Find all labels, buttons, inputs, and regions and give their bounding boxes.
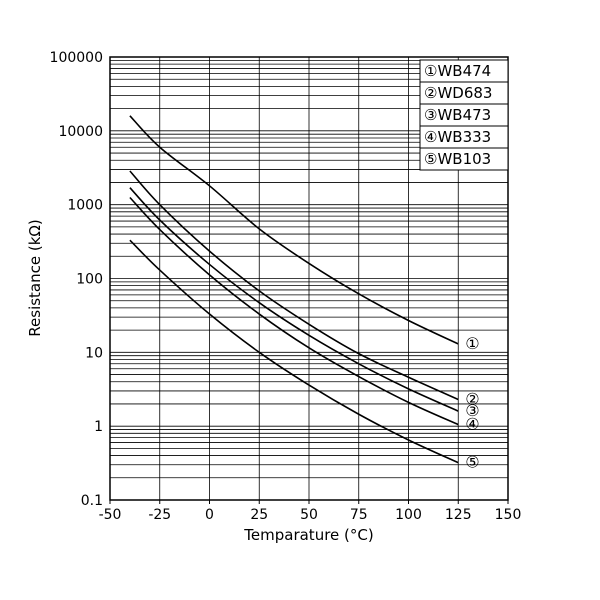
legend: ①WB474 ②WD683 ③WB473 ④WB333 ⑤WB103	[419, 59, 509, 171]
x-tick-label: 75	[350, 507, 368, 523]
y-tick-label: 100	[76, 272, 103, 288]
legend-item-WD683: ②WD683	[424, 84, 492, 102]
series-line-WB333	[129, 196, 459, 426]
legend-item-WB333: ④WB333	[424, 128, 491, 146]
series-line-WB473	[129, 187, 459, 412]
series-end-label-WB474: ①	[465, 334, 479, 353]
series-end-label-WD683: ②	[465, 389, 479, 408]
y-tick-label: 100000	[50, 50, 103, 66]
x-tick-label: 50	[300, 507, 318, 523]
series-end-label-WB473: ③	[465, 401, 479, 420]
x-tick-label: -50	[99, 507, 122, 523]
y-tick-label: 10	[85, 345, 103, 361]
series-line-WB103	[129, 239, 459, 464]
y-tick-label: 10000	[58, 124, 103, 140]
legend-box	[419, 59, 509, 171]
y-axis-title: Resistance (kΩ)	[26, 219, 44, 336]
x-tick-label: 100	[395, 507, 422, 523]
y-tick-label: 0.1	[81, 493, 103, 509]
curves: ① ②③④ ⑤	[129, 115, 480, 472]
x-tick-label: 25	[250, 507, 268, 523]
grid	[109, 57, 509, 501]
x-axis-title: Temparature (°C)	[243, 526, 373, 544]
series-line-WB474	[129, 115, 459, 345]
axis-ticks: -50 -25 0 25 50 75 100 125 150 0.1 1 10 100 1000 10000…	[50, 50, 522, 523]
legend-item-WB474: ①WB474	[424, 62, 491, 80]
legend-item-WB473: ③WB473	[424, 106, 491, 124]
series-line-WD683	[129, 170, 459, 401]
y-tick-label: 1000	[67, 198, 103, 214]
x-tick-label: 150	[495, 507, 522, 523]
y-tick-label: 1	[94, 419, 103, 435]
x-tick-label: 125	[445, 507, 472, 523]
series-end-label-WB333: ④	[465, 415, 479, 434]
legend-item-WB103: ⑤WB103	[424, 150, 491, 168]
x-tick-label: 0	[205, 507, 214, 523]
x-tick-label: -25	[148, 507, 171, 523]
series-end-label-WB103: ⑤	[465, 453, 479, 472]
